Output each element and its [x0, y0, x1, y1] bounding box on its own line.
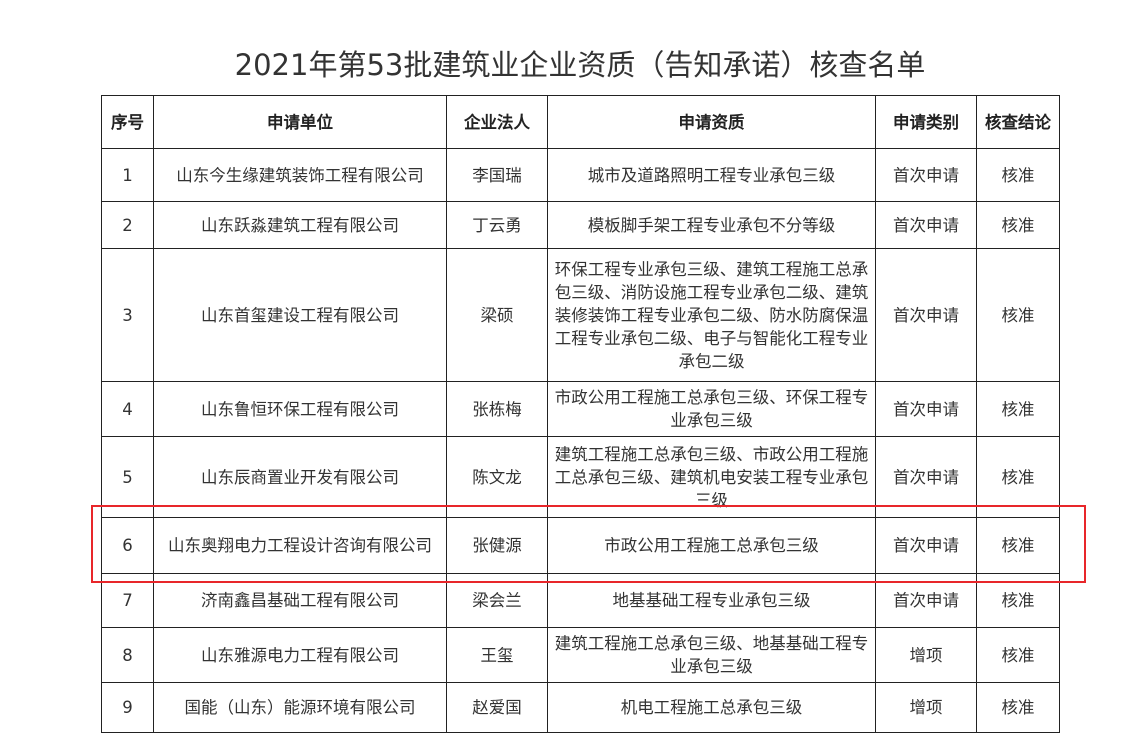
- cell-type: 首次申请: [875, 148, 977, 202]
- cell-no: 5: [101, 436, 154, 518]
- cell-qualification: 地基基础工程专业承包三级: [547, 573, 876, 628]
- cell-qualification: 环保工程专业承包三级、建筑工程施工总承包三级、消防设施工程专业承包二级、建筑装修…: [547, 248, 876, 382]
- cell-qualification: 建筑工程施工总承包三级、地基基础工程专业承包三级: [547, 627, 876, 683]
- cell-qualification: 机电工程施工总承包三级: [547, 682, 876, 733]
- cell-person: 梁会兰: [446, 573, 548, 628]
- cell-qualification: 市政公用工程施工总承包三级、环保工程专业承包三级: [547, 381, 876, 437]
- cell-company: 国能（山东）能源环境有限公司: [153, 682, 447, 733]
- cell-no: 7: [101, 573, 154, 628]
- cell-person: 张健源: [446, 517, 548, 574]
- table-row: 2 山东跃淼建筑工程有限公司 丁云勇 模板脚手架工程专业承包不分等级 首次申请 核准: [101, 201, 1060, 249]
- cell-no: 2: [101, 201, 154, 249]
- header-type: 申请类别: [875, 95, 977, 149]
- cell-person: 王玺: [446, 627, 548, 683]
- cell-type: 首次申请: [875, 573, 977, 628]
- cell-company: 济南鑫昌基础工程有限公司: [153, 573, 447, 628]
- header-qualification: 申请资质: [547, 95, 876, 149]
- cell-result: 核准: [976, 573, 1060, 628]
- table-row: 9 国能（山东）能源环境有限公司 赵爱国 机电工程施工总承包三级 增项 核准: [101, 682, 1060, 733]
- cell-no: 9: [101, 682, 154, 733]
- table-row: 1 山东今生缘建筑装饰工程有限公司 李国瑞 城市及道路照明工程专业承包三级 首次申请 核准: [101, 148, 1060, 202]
- header-result: 核查结论: [976, 95, 1060, 149]
- cell-type: 增项: [875, 682, 977, 733]
- cell-qualification: 城市及道路照明工程专业承包三级: [547, 148, 876, 202]
- table-row: 4 山东鲁恒环保工程有限公司 张栋梅 市政公用工程施工总承包三级、环保工程专业承包三级…: [101, 381, 1060, 437]
- cell-qualification: 模板脚手架工程专业承包不分等级: [547, 201, 876, 249]
- table-row: 7 济南鑫昌基础工程有限公司 梁会兰 地基基础工程专业承包三级 首次申请 核准: [101, 573, 1060, 628]
- table-header-row: 序号 申请单位 企业法人 申请资质 申请类别 核查结论: [101, 95, 1060, 149]
- cell-no: 1: [101, 148, 154, 202]
- cell-no: 4: [101, 381, 154, 437]
- table-row: 8 山东雅源电力工程有限公司 王玺 建筑工程施工总承包三级、地基基础工程专业承包三级增…: [101, 627, 1060, 683]
- cell-company: 山东奥翔电力工程设计咨询有限公司: [153, 517, 447, 574]
- cell-company: 山东跃淼建筑工程有限公司: [153, 201, 447, 249]
- cell-type: 增项: [875, 627, 977, 683]
- cell-qualification: 建筑工程施工总承包三级、市政公用工程施工总承包三级、建筑机电安装工程专业承包三级: [547, 436, 876, 518]
- cell-result: 核准: [976, 381, 1060, 437]
- header-no: 序号: [101, 95, 154, 149]
- table-row: 3 山东首玺建设工程有限公司 梁硕 环保工程专业承包三级、建筑工程施工总承包三级、消防…: [101, 248, 1060, 382]
- cell-company: 山东首玺建设工程有限公司: [153, 248, 447, 382]
- header-person: 企业法人: [446, 95, 548, 149]
- table-row: 6 山东奥翔电力工程设计咨询有限公司 张健源 市政公用工程施工总承包三级 首次申请 核准: [101, 517, 1060, 574]
- cell-type: 首次申请: [875, 201, 977, 249]
- cell-qualification: 市政公用工程施工总承包三级: [547, 517, 876, 574]
- cell-type: 首次申请: [875, 381, 977, 437]
- cell-result: 核准: [976, 627, 1060, 683]
- header-company: 申请单位: [153, 95, 447, 149]
- cell-result: 核准: [976, 201, 1060, 249]
- cell-no: 6: [101, 517, 154, 574]
- cell-person: 梁硕: [446, 248, 548, 382]
- cell-company: 山东雅源电力工程有限公司: [153, 627, 447, 683]
- cell-type: 首次申请: [875, 436, 977, 518]
- cell-person: 丁云勇: [446, 201, 548, 249]
- cell-no: 3: [101, 248, 154, 382]
- cell-person: 赵爱国: [446, 682, 548, 733]
- cell-person: 陈文龙: [446, 436, 548, 518]
- cell-company: 山东辰商置业开发有限公司: [153, 436, 447, 518]
- cell-company: 山东鲁恒环保工程有限公司: [153, 381, 447, 437]
- cell-result: 核准: [976, 682, 1060, 733]
- cell-person: 张栋梅: [446, 381, 548, 437]
- cell-result: 核准: [976, 436, 1060, 518]
- table-row: 5 山东辰商置业开发有限公司 陈文龙 建筑工程施工总承包三级、市政公用工程施工总承包三…: [101, 436, 1060, 518]
- cell-person: 李国瑞: [446, 148, 548, 202]
- cell-result: 核准: [976, 248, 1060, 382]
- qualification-table: 序号 申请单位 企业法人 申请资质 申请类别 核查结论 1 山东今生缘建筑装饰工程…: [101, 95, 1060, 733]
- cell-company: 山东今生缘建筑装饰工程有限公司: [153, 148, 447, 202]
- cell-result: 核准: [976, 517, 1060, 574]
- page-title: 2021年第53批建筑业企业资质（告知承诺）核查名单: [234, 48, 926, 82]
- cell-result: 核准: [976, 148, 1060, 202]
- cell-type: 首次申请: [875, 248, 977, 382]
- cell-no: 8: [101, 627, 154, 683]
- cell-type: 首次申请: [875, 517, 977, 574]
